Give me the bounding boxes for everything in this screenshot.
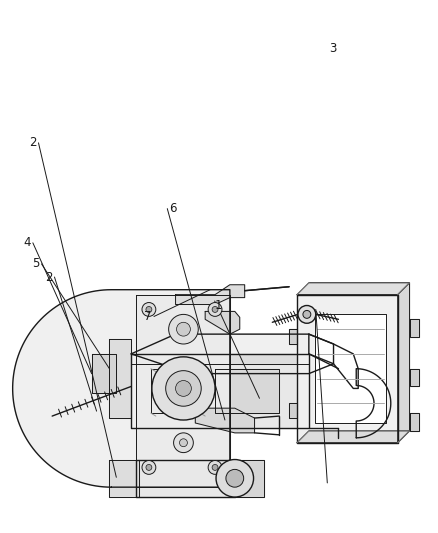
Polygon shape (131, 354, 309, 428)
Circle shape (226, 470, 244, 487)
Circle shape (212, 464, 218, 471)
Circle shape (208, 303, 222, 317)
Text: 2: 2 (45, 271, 53, 284)
Circle shape (166, 370, 201, 406)
Polygon shape (289, 403, 297, 418)
Polygon shape (410, 413, 420, 431)
Polygon shape (297, 431, 410, 443)
Polygon shape (410, 369, 420, 386)
Polygon shape (13, 290, 230, 487)
Circle shape (176, 381, 191, 397)
Polygon shape (297, 295, 398, 443)
Circle shape (152, 357, 215, 420)
Text: 2: 2 (29, 136, 36, 149)
Polygon shape (110, 459, 139, 497)
Polygon shape (176, 285, 245, 304)
Polygon shape (356, 369, 391, 438)
Circle shape (216, 459, 254, 497)
Circle shape (180, 439, 187, 447)
Text: 3: 3 (329, 42, 337, 54)
Polygon shape (215, 369, 279, 413)
Polygon shape (289, 329, 297, 344)
Polygon shape (398, 283, 410, 443)
Circle shape (298, 305, 316, 324)
Circle shape (142, 303, 156, 317)
Circle shape (146, 306, 152, 312)
Polygon shape (136, 459, 235, 497)
Text: 7: 7 (145, 310, 152, 323)
Polygon shape (235, 459, 265, 497)
Circle shape (303, 310, 311, 318)
Polygon shape (110, 339, 131, 418)
Polygon shape (309, 334, 358, 389)
Polygon shape (205, 311, 240, 334)
Polygon shape (195, 408, 254, 433)
Polygon shape (131, 334, 333, 374)
Polygon shape (92, 354, 117, 393)
Circle shape (177, 322, 191, 336)
Polygon shape (297, 283, 410, 295)
Polygon shape (410, 319, 420, 337)
Text: 5: 5 (32, 257, 39, 270)
Circle shape (146, 464, 152, 471)
Polygon shape (131, 354, 309, 364)
Circle shape (212, 306, 218, 312)
Polygon shape (315, 314, 386, 423)
Circle shape (142, 461, 156, 474)
Polygon shape (151, 369, 200, 413)
Polygon shape (136, 295, 230, 487)
Circle shape (208, 461, 222, 474)
Circle shape (169, 314, 198, 344)
Text: 6: 6 (169, 202, 177, 215)
Text: 1: 1 (215, 300, 222, 312)
Text: 4: 4 (23, 236, 31, 249)
Circle shape (173, 433, 193, 453)
